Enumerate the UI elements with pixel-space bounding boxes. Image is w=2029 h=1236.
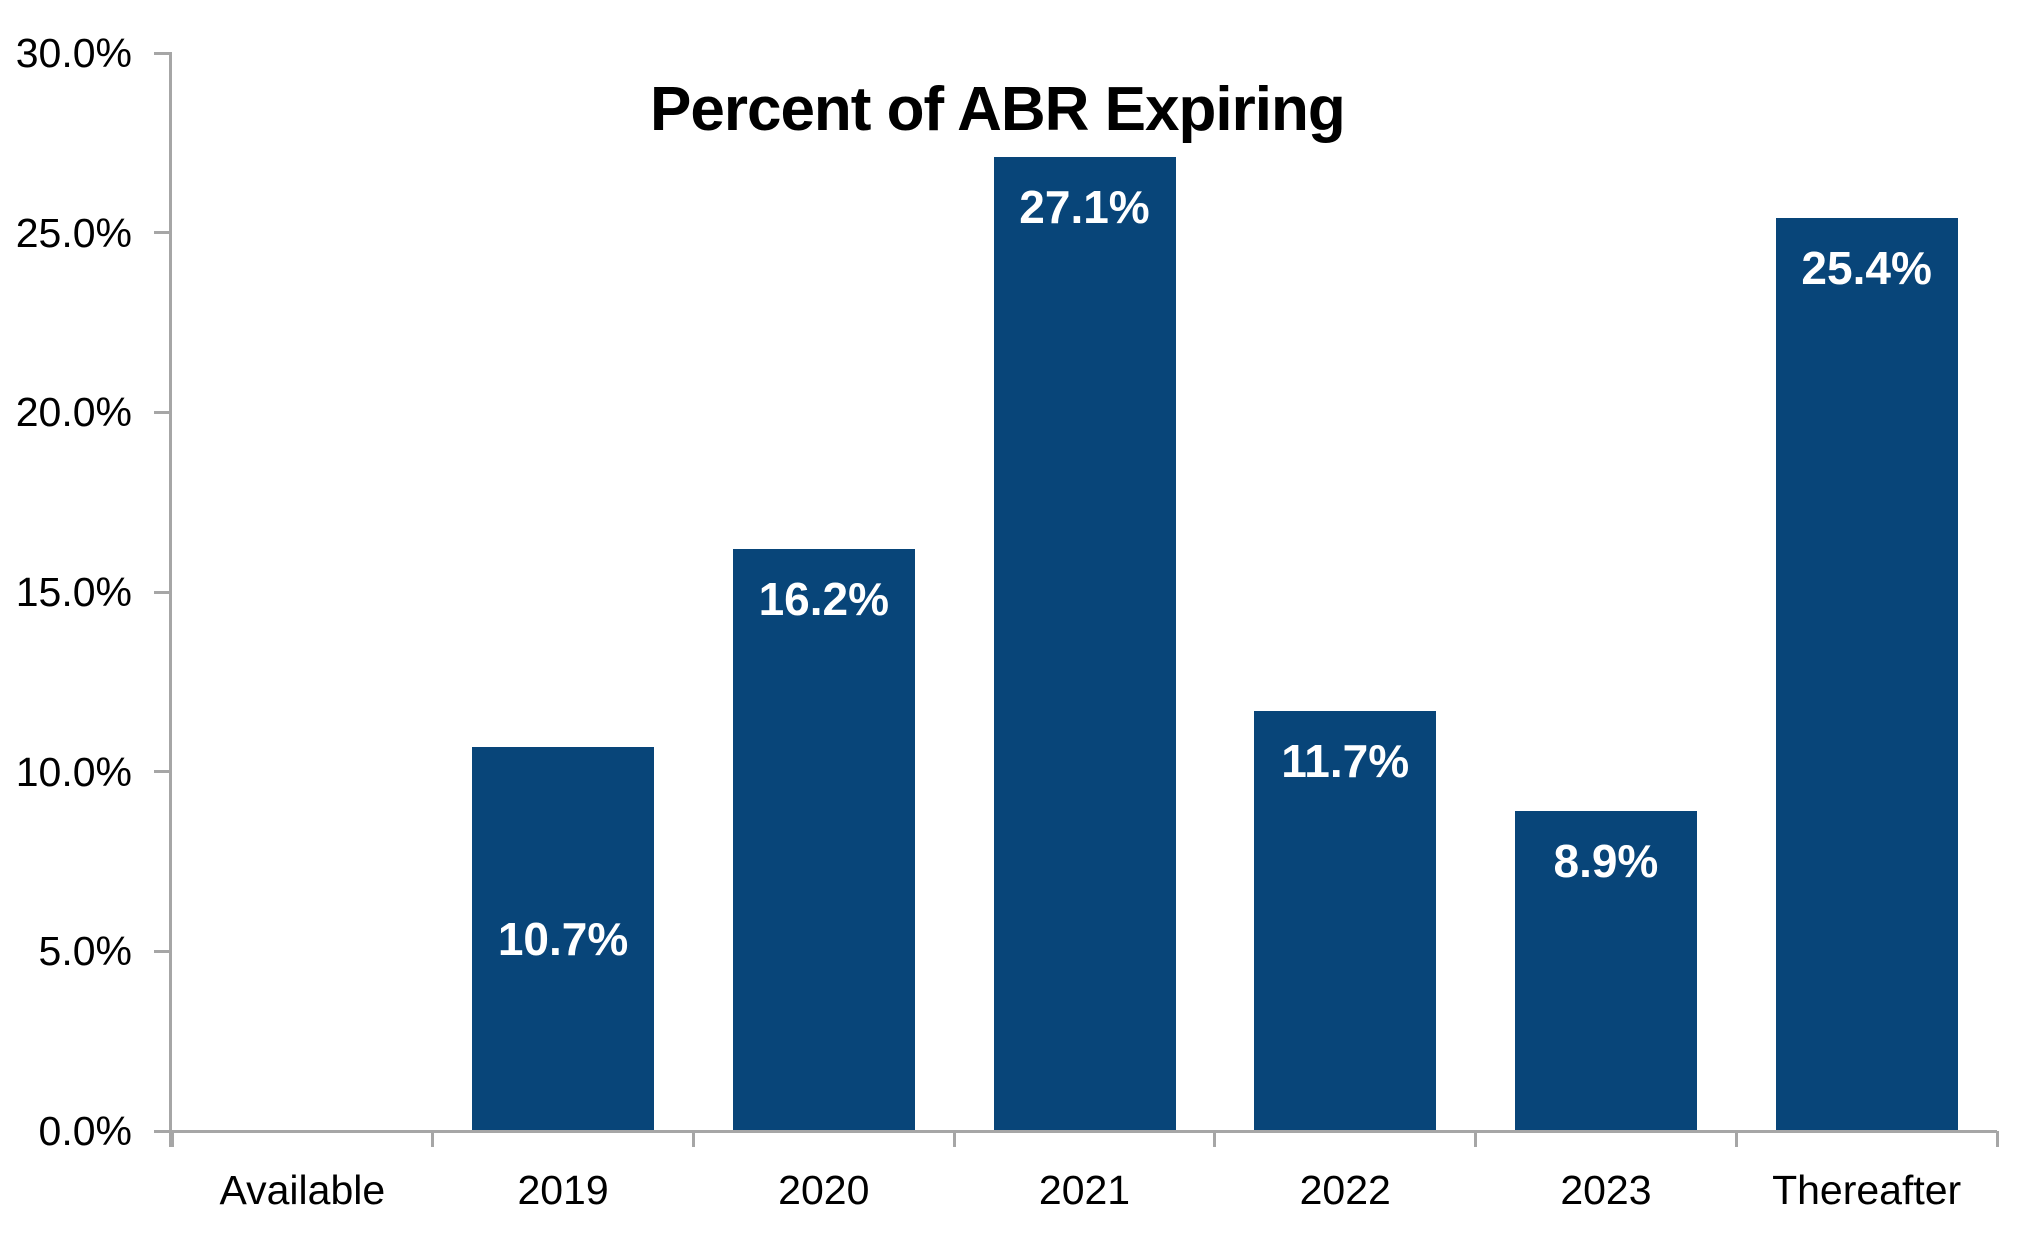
x-tick-mark-0 — [170, 1131, 174, 1147]
bar-2020: 16.2% — [732, 548, 915, 1131]
bar-label-2023: 8.9% — [1553, 835, 1659, 888]
x-axis-label-2023: 2023 — [1560, 1167, 1652, 1213]
y-axis-label-10: 10.0% — [15, 748, 132, 795]
y-axis-label-0: 0.0% — [38, 1108, 132, 1154]
y-axis-label-5: 5.0% — [38, 928, 132, 975]
bar-2019: 10.7% — [472, 746, 655, 1131]
chart-title: Percent of ABR Expiring — [650, 75, 1346, 144]
x-tick-mark-3 — [952, 1131, 956, 1147]
y-tick-mark-20 — [154, 410, 172, 414]
bar-label-2022: 11.7% — [1281, 734, 1410, 787]
y-axis-label-20: 20.0% — [15, 389, 132, 436]
bar-2023: 8.9% — [1514, 811, 1697, 1131]
bar-2022: 11.7% — [1254, 710, 1437, 1131]
bar-label-2020: 16.2% — [758, 572, 889, 625]
x-axis-line — [154, 1130, 1997, 1133]
x-tick-mark-1 — [431, 1131, 435, 1147]
y-tick-mark-15 — [154, 590, 172, 594]
x-axis-label-Thereafter: Thereafter — [1772, 1167, 1962, 1213]
y-axis-label-15: 15.0% — [15, 569, 132, 615]
y-axis-label-25: 25.0% — [15, 209, 132, 256]
x-tick-mark-4 — [1213, 1131, 1217, 1147]
x-axis-label-2021: 2021 — [1038, 1167, 1131, 1213]
x-tick-mark-5 — [1474, 1131, 1478, 1147]
bar-label-Thereafter: 25.4% — [1801, 242, 1932, 295]
x-axis-label-2019: 2019 — [517, 1167, 609, 1213]
x-axis-label-2020: 2020 — [778, 1167, 870, 1213]
y-tick-mark-5 — [154, 949, 172, 953]
y-axis-label-30: 30.0% — [15, 30, 132, 76]
bar-label-2021: 27.1% — [1019, 181, 1150, 234]
bar-label-2019: 10.7% — [497, 912, 629, 965]
x-tick-mark-2 — [691, 1131, 695, 1147]
x-axis-label-Available: Available — [219, 1167, 386, 1213]
x-tick-mark-7 — [1995, 1131, 1999, 1147]
y-axis-line — [169, 53, 172, 1147]
x-tick-mark-6 — [1734, 1131, 1738, 1147]
x-axis-label-2022: 2022 — [1299, 1167, 1391, 1213]
y-tick-mark-10 — [154, 770, 172, 774]
bar-2021: 27.1% — [993, 157, 1176, 1131]
bar-Thereafter: 25.4% — [1775, 218, 1958, 1131]
y-tick-mark-30 — [154, 51, 172, 55]
y-tick-mark-25 — [154, 231, 172, 235]
